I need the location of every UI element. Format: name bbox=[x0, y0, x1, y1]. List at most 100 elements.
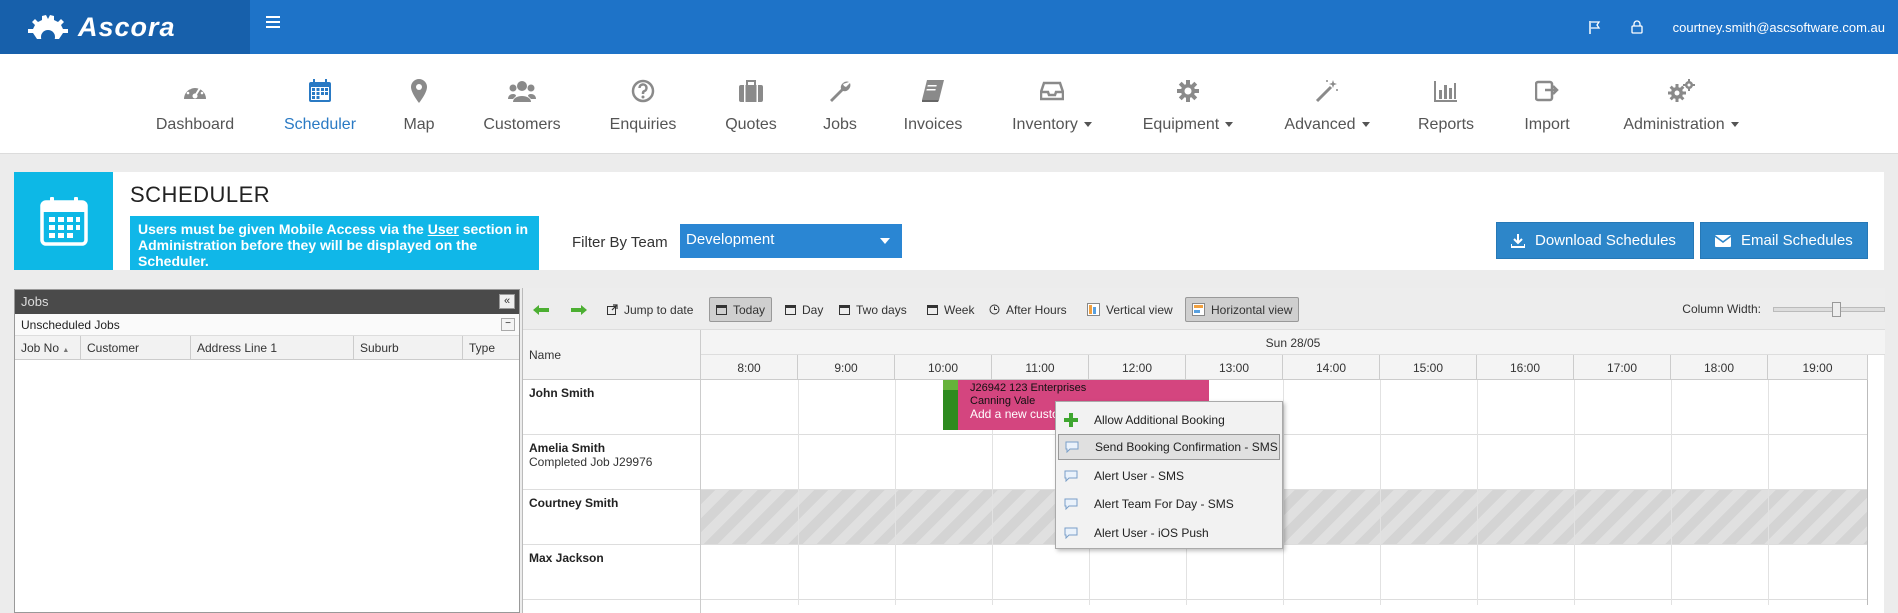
week-view-button[interactable]: Week bbox=[921, 297, 980, 322]
nav-label: Administration bbox=[1623, 116, 1725, 133]
main-nav: Dashboard Scheduler Map Customers Enquir… bbox=[0, 54, 1898, 154]
nav-reports[interactable]: Reports bbox=[1416, 54, 1476, 154]
calendar-icon bbox=[716, 304, 727, 315]
nav-inventory[interactable]: Inventory bbox=[1009, 54, 1095, 154]
jobs-table-header: Job No ▲ Customer Address Line 1 Suburb … bbox=[15, 336, 519, 360]
envelope-icon bbox=[1715, 234, 1731, 247]
schedule-row[interactable] bbox=[701, 545, 1868, 600]
gear-logo-icon bbox=[28, 15, 68, 39]
schedule-row[interactable] bbox=[701, 435, 1868, 490]
lock-icon[interactable] bbox=[1630, 20, 1643, 34]
grid-line bbox=[1867, 380, 1868, 605]
nav-import[interactable]: Import bbox=[1520, 54, 1574, 154]
resource-row[interactable]: Amelia Smith Completed Job J29976 bbox=[523, 435, 700, 490]
nav-label: Quotes bbox=[725, 116, 777, 133]
column-width-slider[interactable] bbox=[1773, 301, 1885, 317]
column-header-type[interactable]: Type bbox=[469, 341, 496, 355]
nav-dashboard[interactable]: Dashboard bbox=[149, 54, 241, 154]
top-bar: Ascora courtney.smith@ascsoftware.com.au bbox=[0, 0, 1898, 54]
unscheduled-jobs-header: Unscheduled Jobs − bbox=[15, 314, 519, 336]
grid-line bbox=[992, 380, 993, 605]
team-filter-select[interactable]: Development bbox=[680, 224, 902, 258]
resource-row[interactable]: Courtney Smith bbox=[523, 490, 700, 545]
nav-advanced[interactable]: Advanced bbox=[1282, 54, 1372, 154]
next-arrow-icon[interactable] bbox=[565, 297, 593, 322]
import-icon bbox=[1535, 78, 1559, 104]
nav-administration[interactable]: Administration bbox=[1618, 54, 1744, 154]
jobs-panel-header: Jobs « bbox=[15, 290, 519, 314]
chevron-down-icon bbox=[880, 238, 890, 244]
menu-item-alert-team-for-day-sms[interactable]: Alert Team For Day - SMS bbox=[1058, 491, 1280, 517]
dashboard-icon bbox=[182, 78, 208, 104]
after-hours-label: After Hours bbox=[1006, 302, 1067, 317]
logo-text: Ascora bbox=[78, 11, 176, 42]
after-hours-button[interactable]: After Hours bbox=[983, 297, 1073, 322]
slider-handle[interactable] bbox=[1832, 301, 1841, 317]
column-header-suburb[interactable]: Suburb bbox=[354, 336, 463, 359]
user-link[interactable]: User bbox=[427, 221, 459, 237]
column-header-address[interactable]: Address Line 1 bbox=[191, 336, 354, 359]
nav-label: Reports bbox=[1417, 116, 1475, 133]
unscheduled-jobs-title: Unscheduled Jobs bbox=[21, 318, 120, 332]
nav-label: Import bbox=[1524, 116, 1570, 133]
nav-customers[interactable]: Customers bbox=[480, 54, 564, 154]
resource-row[interactable]: Max Jackson bbox=[523, 545, 700, 600]
menu-item-send-booking-confirmation-sms[interactable]: Send Booking Confirmation - SMS bbox=[1058, 434, 1280, 460]
schedule-row[interactable] bbox=[701, 380, 1868, 435]
menu-toggle-icon[interactable] bbox=[266, 16, 280, 28]
download-schedules-button[interactable]: Download Schedules bbox=[1496, 222, 1694, 259]
nav-quotes[interactable]: Quotes bbox=[723, 54, 779, 154]
grid-line bbox=[1671, 380, 1672, 605]
resource-status: Completed Job J29976 bbox=[529, 455, 653, 469]
nav-label-wrap: Administration bbox=[1623, 116, 1739, 134]
nav-label: Customers bbox=[483, 116, 561, 133]
nav-label: Jobs bbox=[823, 116, 857, 133]
resource-name: Amelia Smith bbox=[529, 441, 606, 455]
chat-bubble-icon bbox=[1062, 470, 1080, 482]
schedule-row-unavailable[interactable] bbox=[701, 490, 1868, 545]
day-view-button[interactable]: Day bbox=[779, 297, 829, 322]
column-header-customer[interactable]: Customer bbox=[81, 336, 191, 359]
job-description: Add a new custo bbox=[970, 407, 1059, 421]
nav-enquiries[interactable]: Enquiries bbox=[606, 54, 680, 154]
menu-item-allow-additional-booking[interactable]: Allow Additional Booking bbox=[1058, 407, 1280, 433]
jump-to-date-button[interactable]: Jump to date bbox=[601, 297, 699, 322]
nav-map[interactable]: Map bbox=[399, 54, 439, 154]
user-email[interactable]: courtney.smith@ascsoftware.com.au bbox=[1672, 19, 1885, 35]
horizontal-view-button[interactable]: Horizontal view bbox=[1185, 297, 1300, 322]
menu-item-alert-user-sms[interactable]: Alert User - SMS bbox=[1058, 463, 1280, 489]
nav-scheduler[interactable]: Scheduler bbox=[280, 54, 360, 154]
scheduler-toolbar: Jump to date Today Day Two days Week Aft… bbox=[523, 288, 1885, 330]
resource-name-column: Name John Smith Amelia Smith Completed J… bbox=[523, 330, 701, 613]
resource-row[interactable]: John Smith bbox=[523, 380, 700, 435]
nav-invoices[interactable]: Invoices bbox=[901, 54, 965, 154]
column-header-job-no[interactable]: Job No ▲ bbox=[15, 336, 81, 359]
today-button[interactable]: Today bbox=[709, 297, 773, 322]
menu-item-label: Send Booking Confirmation - SMS bbox=[1095, 440, 1278, 454]
flag-icon[interactable] bbox=[1588, 20, 1601, 34]
minimize-button[interactable]: − bbox=[501, 318, 515, 331]
nav-jobs[interactable]: Jobs bbox=[821, 54, 859, 154]
hour-header: 17:00 bbox=[1574, 355, 1671, 380]
resource-name: John Smith bbox=[529, 386, 595, 400]
menu-item-label: Alert User - iOS Push bbox=[1094, 526, 1209, 540]
two-days-view-button[interactable]: Two days bbox=[833, 297, 913, 322]
nav-label: Map bbox=[403, 116, 435, 133]
download-schedules-label: Download Schedules bbox=[1535, 232, 1676, 249]
nav-equipment[interactable]: Equipment bbox=[1140, 54, 1236, 154]
logo[interactable]: Ascora bbox=[0, 0, 250, 54]
collapse-panel-button[interactable]: « bbox=[499, 294, 515, 309]
date-header: Sun 28/05 bbox=[701, 330, 1885, 355]
calendar-icon bbox=[839, 304, 850, 315]
hour-header: 15:00 bbox=[1380, 355, 1477, 380]
hour-header: 19:00 bbox=[1768, 355, 1868, 380]
prev-arrow-icon[interactable] bbox=[527, 297, 555, 322]
vertical-view-button[interactable]: Vertical view bbox=[1081, 297, 1179, 322]
nav-label: Inventory bbox=[1012, 116, 1078, 133]
week-label: Week bbox=[944, 302, 975, 317]
email-schedules-button[interactable]: Email Schedules bbox=[1700, 222, 1868, 259]
day-label: Day bbox=[802, 302, 824, 317]
menu-item-alert-user-ios-push[interactable]: Alert User - iOS Push bbox=[1058, 520, 1280, 546]
book-icon bbox=[921, 78, 945, 104]
resource-name: Max Jackson bbox=[529, 551, 604, 565]
